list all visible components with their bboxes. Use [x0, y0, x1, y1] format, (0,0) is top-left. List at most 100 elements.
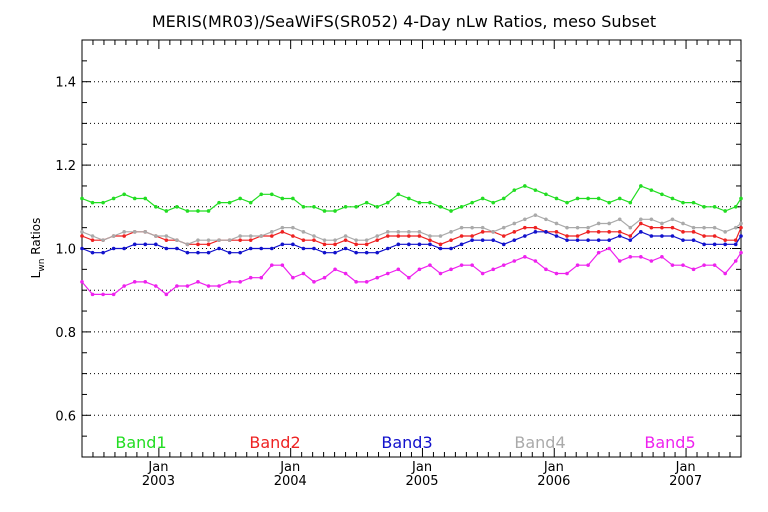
data-point	[132, 196, 137, 201]
x-tick-label-year: 2006	[537, 474, 570, 489]
data-point	[280, 225, 285, 230]
data-point	[291, 196, 295, 201]
data-point	[269, 230, 274, 234]
data-point	[154, 234, 158, 238]
data-point	[670, 225, 675, 230]
x-tick-label-year: 2005	[405, 474, 438, 489]
data-point	[333, 267, 337, 272]
data-point	[617, 217, 622, 222]
data-point	[132, 230, 137, 234]
data-point	[269, 246, 274, 251]
data-point	[248, 234, 253, 238]
data-point	[691, 200, 696, 205]
data-point	[617, 230, 622, 234]
data-point	[533, 225, 538, 230]
data-point	[280, 230, 285, 234]
data-point	[480, 271, 485, 276]
x-tick-label-month: Jan	[147, 460, 168, 475]
data-point	[375, 275, 380, 280]
data-point	[428, 234, 432, 238]
data-point	[565, 200, 569, 205]
data-point	[343, 246, 348, 251]
data-point	[80, 234, 84, 238]
y-axis-label-rest: Ratios	[29, 218, 43, 259]
data-point	[101, 200, 105, 205]
data-point	[660, 221, 664, 226]
data-point	[101, 292, 105, 297]
data-point	[301, 230, 306, 234]
series-line	[81, 185, 742, 212]
data-point	[364, 238, 369, 242]
data-point	[90, 250, 95, 255]
data-point	[343, 271, 348, 276]
data-point	[739, 196, 743, 201]
data-point	[617, 196, 622, 201]
data-point	[533, 213, 538, 217]
data-point	[470, 238, 474, 242]
data-point	[90, 238, 95, 242]
data-point	[196, 209, 200, 213]
data-point	[586, 238, 590, 242]
data-point	[681, 200, 685, 205]
data-point	[248, 200, 253, 205]
x-tick-label-year: 2004	[274, 474, 307, 489]
data-point	[733, 242, 738, 247]
data-point	[364, 250, 369, 255]
data-point	[354, 280, 358, 284]
data-point	[470, 225, 474, 230]
data-point	[670, 196, 675, 201]
data-point	[628, 225, 633, 230]
series-band3	[80, 230, 743, 255]
data-point	[343, 238, 348, 242]
data-point	[480, 225, 485, 230]
data-point	[175, 246, 179, 251]
y-tick-labels: 0.6 0.8 1.0 1.2 1.4	[55, 76, 76, 425]
data-point	[291, 242, 295, 247]
data-point	[80, 246, 84, 251]
data-series	[80, 184, 743, 297]
legend-entry-band2: Band2	[249, 433, 300, 452]
data-point	[596, 196, 601, 201]
data-point	[739, 250, 743, 255]
data-point	[480, 238, 485, 242]
data-point	[533, 188, 538, 192]
y-axis-label-main: L	[29, 271, 43, 278]
data-point	[449, 267, 453, 272]
data-point	[132, 280, 137, 284]
data-point	[217, 238, 221, 242]
data-point	[227, 280, 232, 284]
data-point	[586, 225, 590, 230]
data-point	[164, 238, 169, 242]
data-point	[501, 263, 506, 267]
y-axis-label: Lwn Ratios	[29, 218, 47, 279]
data-point	[670, 217, 675, 222]
data-point	[111, 234, 116, 238]
data-point	[523, 217, 527, 222]
data-point	[523, 255, 527, 259]
data-point	[702, 205, 706, 209]
data-point	[196, 250, 200, 255]
data-point	[575, 225, 580, 230]
chart-title: MERIS(MR03)/SeaWiFS(SR052) 4-Day nLw Rat…	[152, 12, 656, 31]
data-point	[712, 225, 717, 230]
data-point	[438, 205, 443, 209]
data-point	[164, 234, 169, 238]
data-point	[586, 230, 590, 234]
data-point	[259, 275, 264, 280]
data-point	[206, 242, 211, 247]
data-point	[227, 250, 232, 255]
data-point	[396, 267, 401, 272]
data-point	[385, 200, 390, 205]
x-tick-label-month: Jan	[411, 460, 432, 475]
data-point	[301, 238, 306, 242]
data-point	[470, 234, 474, 238]
data-point	[438, 271, 443, 276]
data-point	[407, 234, 411, 238]
data-point	[238, 280, 242, 284]
data-point	[206, 284, 211, 288]
data-point	[438, 242, 443, 247]
data-point	[269, 263, 274, 267]
data-point	[375, 234, 380, 238]
data-point	[322, 250, 327, 255]
